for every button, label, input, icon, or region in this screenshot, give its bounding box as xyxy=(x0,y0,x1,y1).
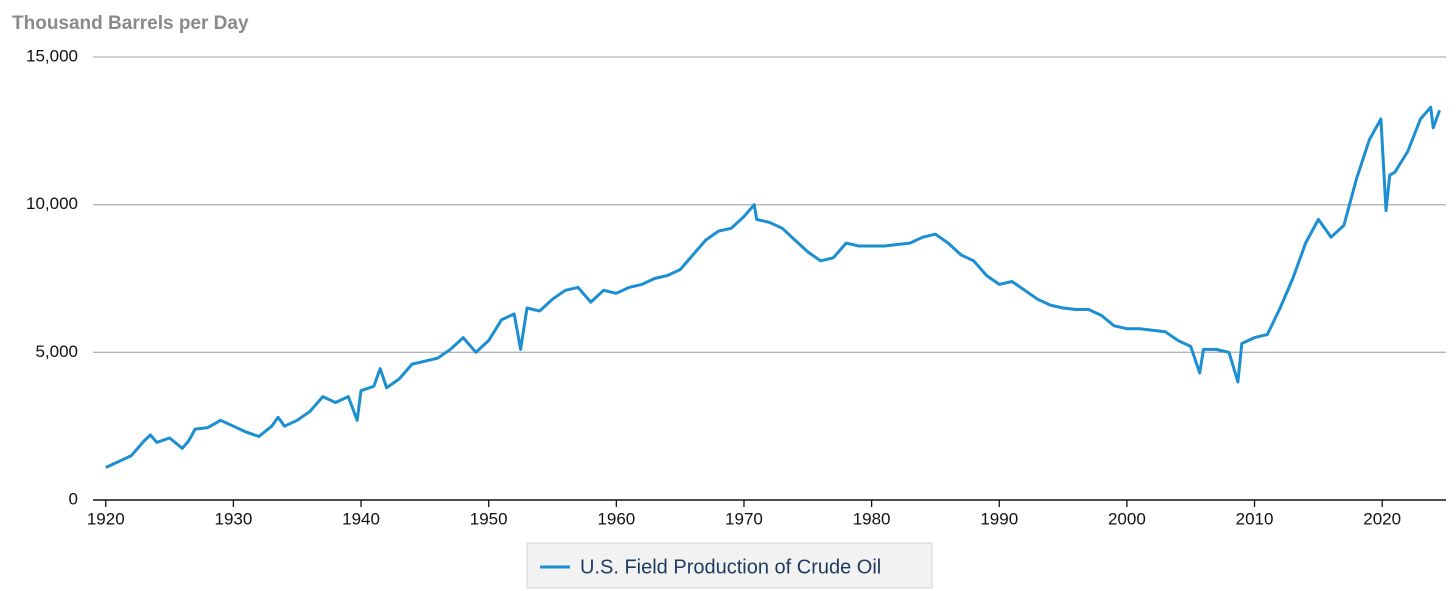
x-tick-label: 1950 xyxy=(470,509,508,528)
data-line xyxy=(105,105,1442,469)
y-axis-label: Thousand Barrels per Day xyxy=(12,13,249,34)
x-tick-label: 1960 xyxy=(597,509,635,528)
legend-box xyxy=(526,542,933,589)
legend-label: U.S. Field Production of Crude Oil xyxy=(580,556,881,578)
x-tick-label: 1970 xyxy=(725,509,763,528)
x-tick-label: 1940 xyxy=(342,509,380,528)
x-tick-label: 2020 xyxy=(1363,509,1401,528)
x-tick-label: 1990 xyxy=(980,509,1018,528)
x-tick-label: 2000 xyxy=(1108,509,1146,528)
x-tick-label: 2010 xyxy=(1236,509,1274,528)
x-tick-label: 1920 xyxy=(87,509,125,528)
y-tick-label: 5,000 xyxy=(35,342,78,361)
y-tick-label: 0 xyxy=(69,489,78,508)
x-tick-label: 1930 xyxy=(214,509,252,528)
x-tick-label: 1980 xyxy=(853,509,891,528)
y-tick-label: 15,000 xyxy=(26,46,78,65)
y-tick-label: 10,000 xyxy=(26,194,78,213)
